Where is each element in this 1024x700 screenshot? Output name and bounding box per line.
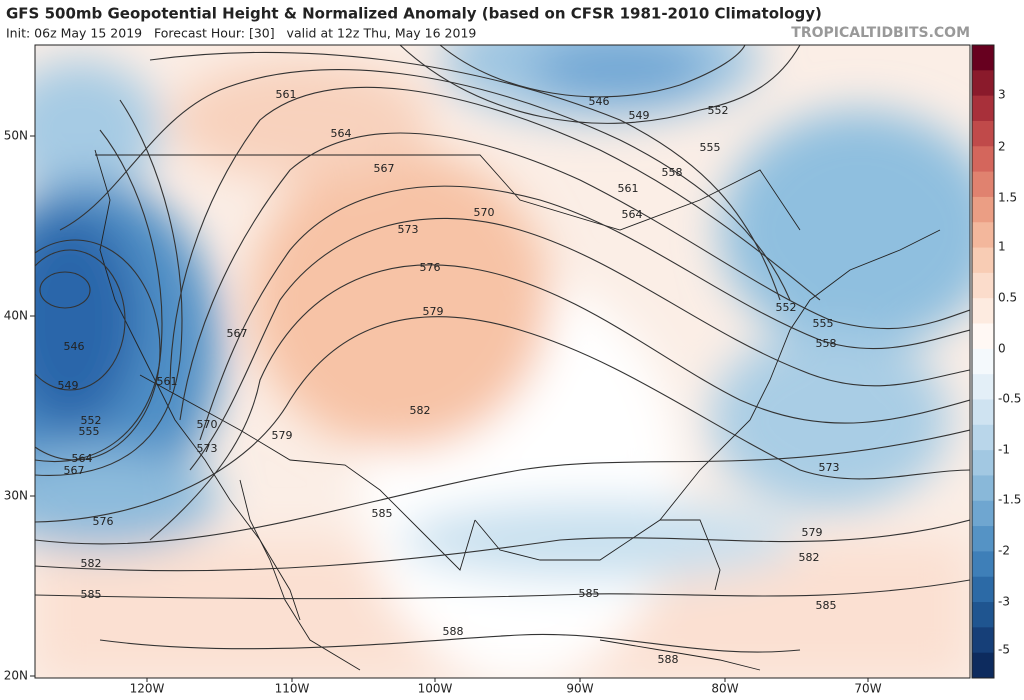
contour-label: 567 [374, 162, 395, 175]
lat-label: 20N [4, 669, 28, 683]
colorbar-label: 0 [998, 342, 1006, 356]
colorbar-label: -3 [998, 595, 1010, 609]
lon-label: 100W [418, 682, 453, 696]
colorbar-bin [972, 551, 994, 578]
lon-label: 70W [854, 682, 881, 696]
contour-label: 555 [79, 425, 100, 438]
colorbar-bin [972, 146, 994, 173]
colorbar-bin [972, 450, 994, 476]
contour-label: 582 [799, 551, 820, 564]
colorbar-bin [972, 602, 994, 628]
contour-label: 558 [816, 337, 837, 350]
colorbar-label: -1.5 [998, 493, 1021, 507]
contour-label: 570 [197, 418, 218, 431]
contour-label: 546 [64, 340, 85, 353]
contour-label: 588 [658, 653, 679, 666]
colorbar-label: 3 [998, 88, 1006, 102]
contour-label: 582 [81, 557, 102, 570]
contour-label: 585 [81, 588, 102, 601]
colorbar-bin [972, 171, 994, 198]
contour-label: 573 [398, 223, 419, 236]
contour-label: 564 [331, 127, 352, 140]
colorbar-bin [972, 500, 994, 527]
colorbar-bin [972, 323, 994, 350]
colorbar-bin [972, 424, 994, 451]
colorbar-bin [972, 272, 994, 299]
contour-label: 573 [197, 442, 218, 455]
contour-label: 570 [474, 206, 495, 219]
contour-label: 552 [81, 414, 102, 427]
lat-label: 30N [4, 489, 28, 503]
contour-label: 573 [819, 461, 840, 474]
colorbar-label: -5 [998, 643, 1010, 657]
colorbar-bin [972, 120, 994, 147]
contour-label: 585 [579, 587, 600, 600]
lon-label: 120W [130, 682, 165, 696]
contour-label: 546 [589, 95, 610, 108]
colorbar-bin [972, 348, 994, 375]
colorbar-label: -0.5 [998, 392, 1021, 406]
colorbar-bin [972, 45, 994, 71]
contour-label: 576 [93, 515, 114, 528]
title: GFS 500mb Geopotential Height & Normaliz… [6, 5, 822, 23]
colorbar-label: 0.5 [998, 291, 1017, 305]
lat-label: 40N [4, 309, 28, 323]
height-contours [35, 45, 970, 653]
contour-label: 549 [629, 109, 650, 122]
lon-label: 80W [711, 682, 738, 696]
anomaly-shading [35, 45, 970, 678]
colorbar-label: 1 [998, 240, 1006, 254]
contour-label: 579 [272, 429, 293, 442]
colorbar-bin [972, 298, 994, 325]
colorbar-bin [972, 652, 994, 679]
contour-label: 564 [72, 452, 93, 465]
colorbar-bin [972, 526, 994, 552]
contour-label: 564 [622, 208, 643, 221]
colorbar-bin [972, 627, 994, 654]
colorbar-bin [972, 222, 994, 249]
contour-label: 561 [276, 88, 297, 101]
contour-label: 579 [423, 305, 444, 318]
contour-label: 549 [58, 379, 79, 392]
colorbar-bin [972, 475, 994, 502]
colorbar: 3 2 1.5 1 0.5 0 -0.5 -1 -1.5 -2 -3 -5 [971, 44, 1021, 679]
colorbar-bin [972, 399, 994, 426]
colorbar-frame [971, 44, 995, 679]
contour-label: 585 [372, 507, 393, 520]
contour-label: 579 [802, 526, 823, 539]
subtitle: Init: 06z May 15 2019 Forecast Hour: [30… [6, 26, 476, 41]
contour-label: 561 [618, 182, 639, 195]
lat-label: 50N [4, 129, 28, 143]
contour-label: 582 [410, 404, 431, 417]
coastlines [94, 149, 941, 671]
colorbar-bin [972, 247, 994, 274]
lon-label: 90W [566, 682, 593, 696]
contour-label: 558 [662, 166, 683, 179]
contour-label: 555 [813, 317, 834, 330]
source: TROPICALTIDBITS.COM [791, 25, 970, 41]
colorbar-label: -1 [998, 443, 1010, 457]
contour-label: 588 [443, 625, 464, 638]
contour-label: 555 [700, 141, 721, 154]
colorbar-bin [972, 196, 994, 223]
colorbar-label: 2 [998, 140, 1006, 154]
colorbar-bin [972, 95, 994, 122]
colorbar-bin [972, 374, 994, 400]
lon-label: 110W [275, 682, 310, 696]
colorbar-bin [972, 70, 994, 97]
map-frame [34, 44, 971, 679]
colorbar-label: -2 [998, 544, 1010, 558]
contour-label: 567 [64, 464, 85, 477]
contour-label: 552 [776, 301, 797, 314]
contour-label: 585 [816, 599, 837, 612]
contour-label: 567 [227, 327, 248, 340]
colorbar-label: 1.5 [998, 191, 1017, 205]
contour-label: 552 [708, 104, 729, 117]
colorbar-bin [972, 576, 994, 603]
contour-label: 561 [157, 375, 178, 388]
contour-label: 576 [420, 261, 441, 274]
